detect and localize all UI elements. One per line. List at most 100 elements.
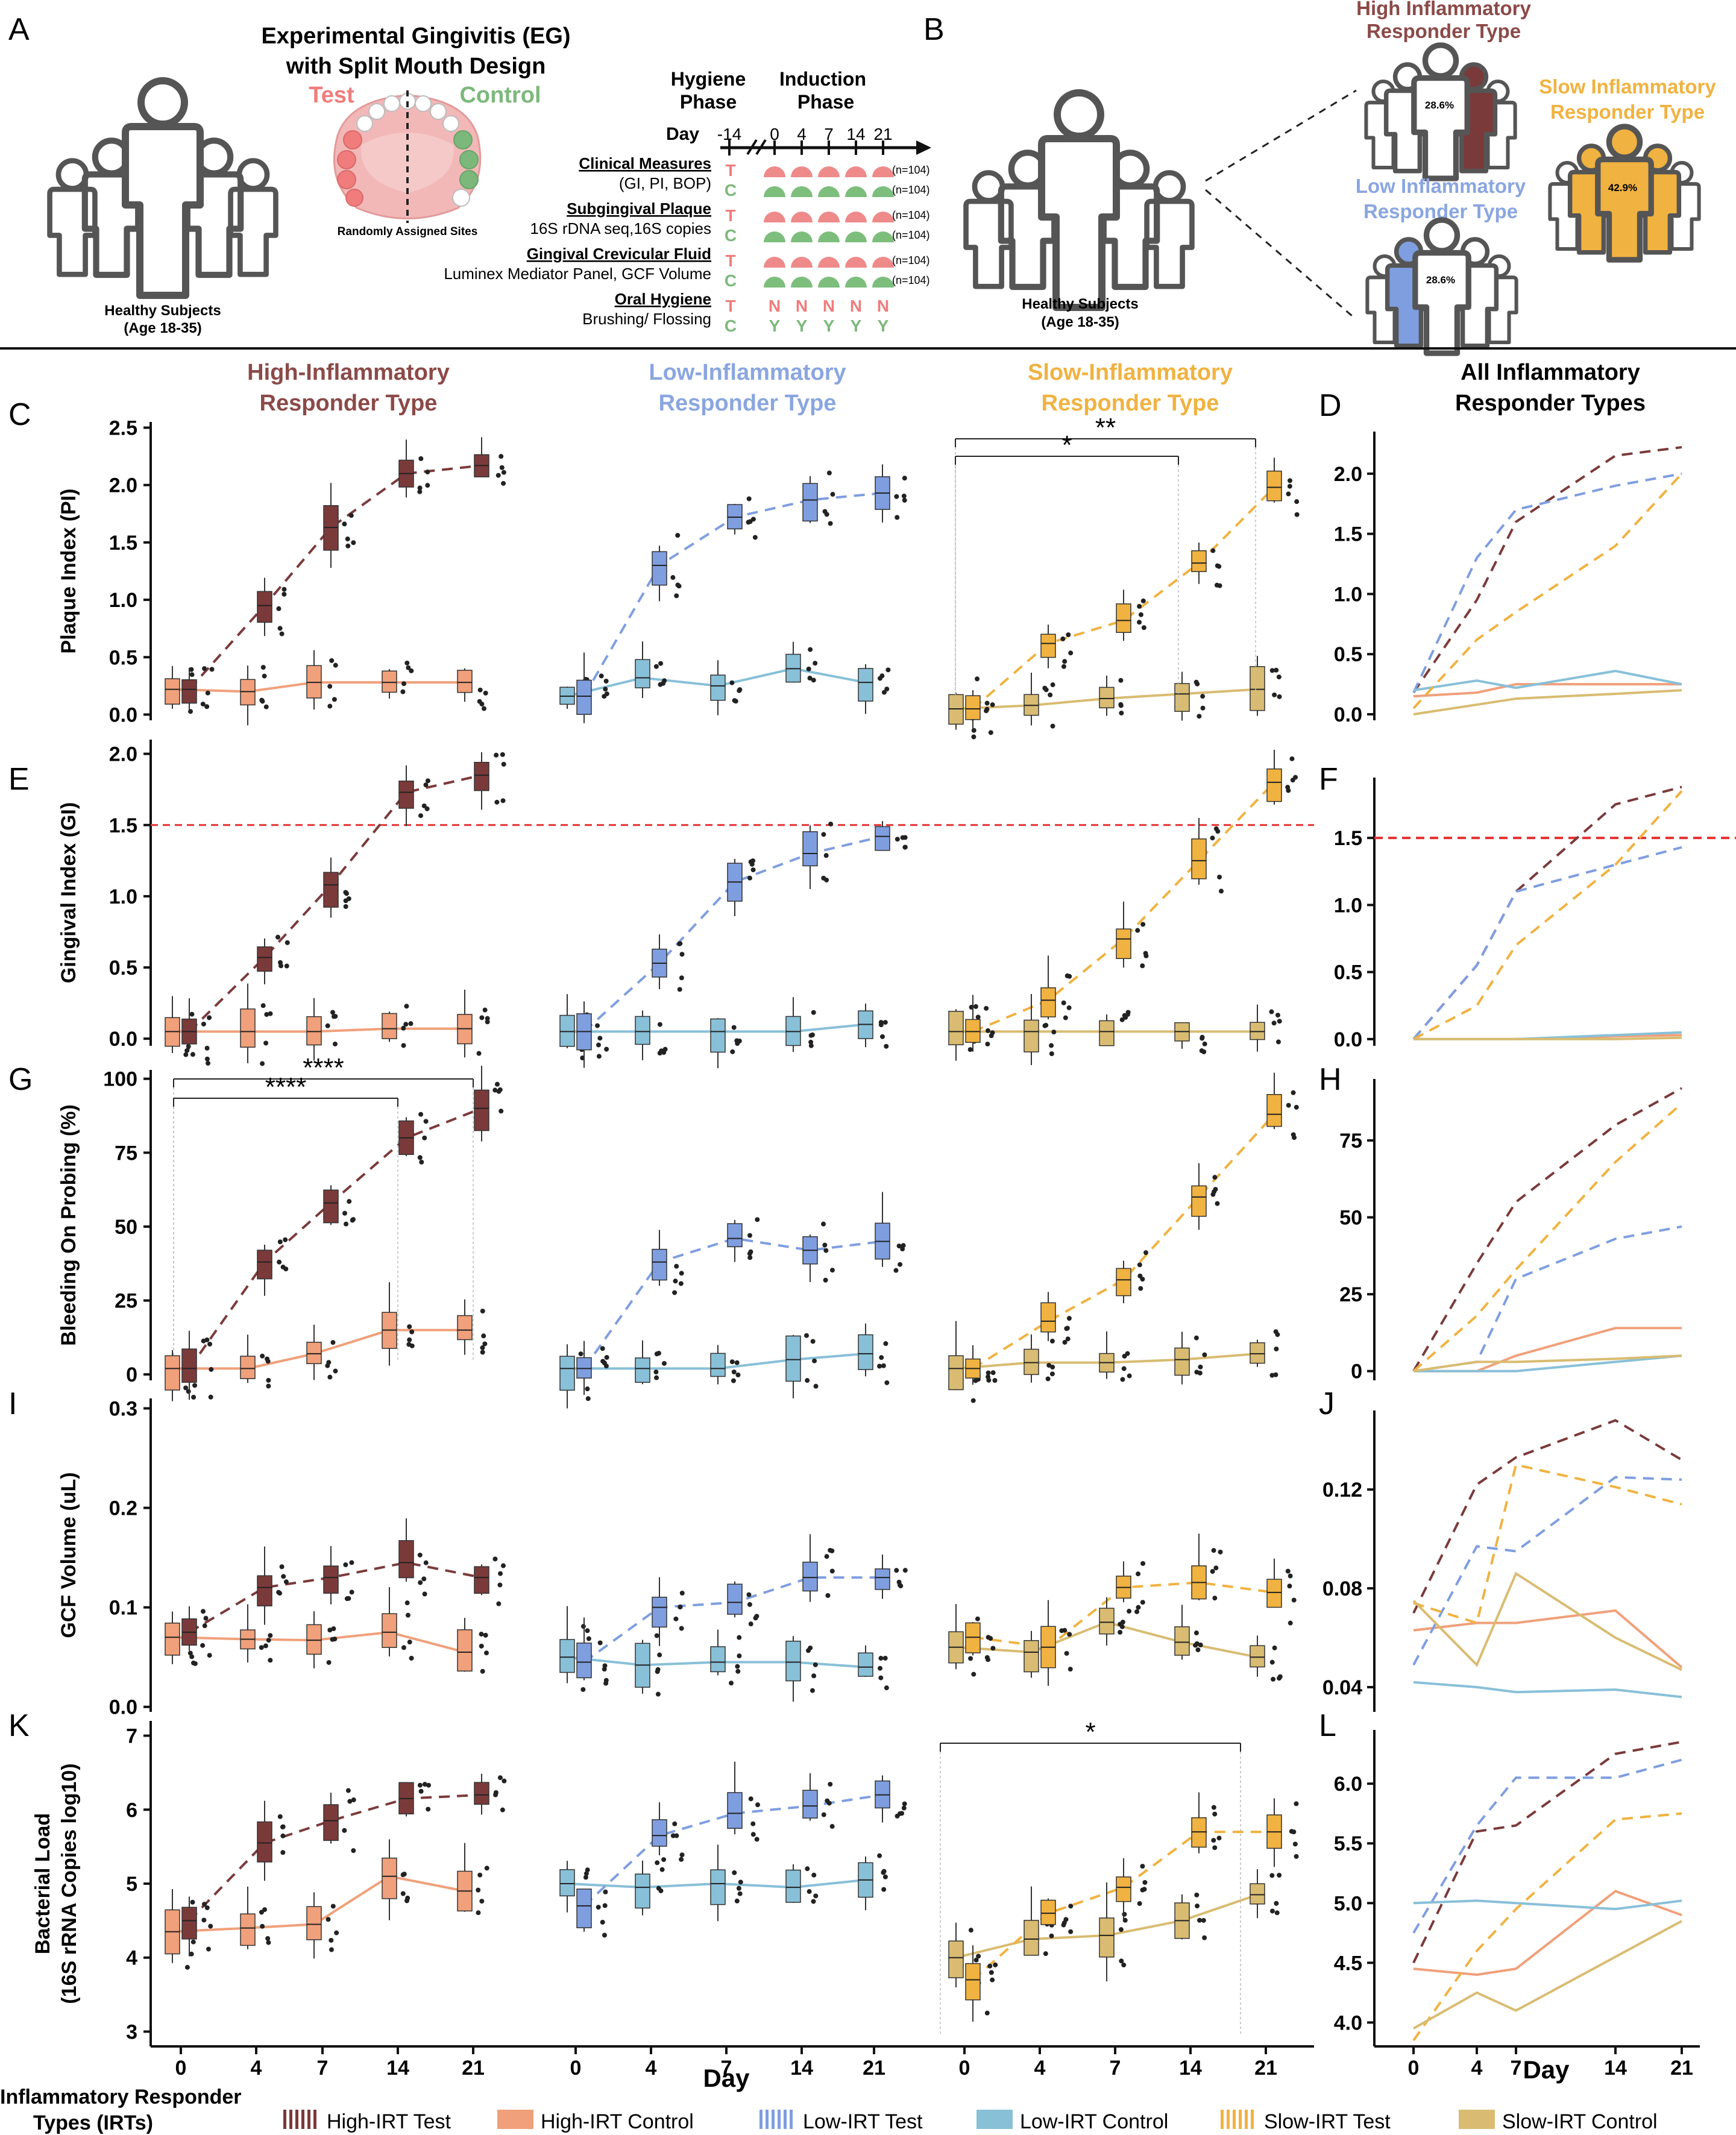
series-line-low-irt-control — [1413, 670, 1682, 692]
test-box — [1266, 1579, 1282, 1608]
data-point — [406, 665, 411, 670]
data-point — [1269, 1372, 1275, 1378]
test-box — [1116, 1876, 1131, 1902]
data-point — [578, 1351, 583, 1357]
control-box — [559, 1356, 575, 1391]
data-point — [266, 1383, 271, 1389]
data-point — [186, 1044, 191, 1049]
chart-GI: 0.0 0.5 1.0 1.5 2.0 Gingival Index (GI) — [57, 740, 1314, 1069]
healthy-age-b: (Age 18-35) — [1041, 314, 1119, 330]
col-title-low-1: Low-Inflammatory — [649, 360, 846, 385]
data-point — [679, 975, 684, 981]
test-box — [398, 1540, 414, 1579]
data-point — [400, 689, 406, 694]
x-tick-label: 4 — [251, 2057, 262, 2080]
data-point — [1064, 1650, 1069, 1656]
data-point — [332, 1637, 338, 1642]
legend-swatch-control — [976, 2110, 1013, 2129]
control-box — [1099, 1020, 1115, 1046]
control-semicircle — [845, 231, 867, 242]
data-point — [1198, 1364, 1203, 1369]
data-point — [675, 533, 681, 538]
data-point — [327, 684, 333, 689]
data-point — [333, 1368, 338, 1374]
panel-letter-l: L — [1319, 1708, 1336, 1743]
data-point — [1213, 1565, 1219, 1571]
data-point — [1272, 692, 1277, 697]
sig-label: **** — [303, 1053, 344, 1083]
data-point — [400, 1872, 406, 1878]
data-point — [971, 1671, 976, 1677]
data-point — [479, 1899, 485, 1904]
data-point — [1195, 1904, 1200, 1909]
data-point — [345, 543, 351, 549]
data-point — [735, 1668, 741, 1674]
y-tick-label: 6.0 — [1334, 1773, 1362, 1796]
legend-swatch-test — [784, 2110, 787, 2129]
data-point — [281, 591, 287, 597]
oral-control-flag: Y — [851, 316, 862, 335]
y-tick-label: 0 — [126, 1363, 137, 1386]
data-point — [483, 1632, 488, 1638]
data-point — [734, 1898, 740, 1904]
data-point — [208, 1923, 213, 1929]
data-point — [425, 483, 430, 488]
legend-swatch-control — [497, 2110, 533, 2129]
protocol-row-sub: 16S rDNA seq,16S copies — [530, 219, 711, 237]
data-point — [824, 877, 829, 882]
data-point — [1274, 1910, 1280, 1916]
data-point — [1065, 973, 1070, 978]
data-point — [1138, 1286, 1143, 1291]
data-point — [482, 1007, 488, 1013]
test-semicircle — [818, 257, 840, 268]
data-point — [599, 673, 604, 679]
data-point — [1212, 1845, 1218, 1850]
legend-item-label: High-IRT Control — [541, 2110, 694, 2133]
test-semicircle — [791, 257, 813, 268]
data-point — [595, 1023, 600, 1028]
data-point — [190, 1899, 195, 1905]
control-box — [710, 674, 726, 701]
data-point — [191, 1395, 197, 1400]
data-point — [604, 1046, 609, 1052]
data-point — [737, 1891, 743, 1896]
data-point — [260, 665, 266, 670]
split-dashed-lines — [1205, 89, 1357, 321]
data-point — [1277, 1873, 1282, 1878]
n-label: (n=104) — [892, 209, 930, 221]
data-point — [805, 1648, 811, 1653]
data-point — [476, 1051, 482, 1056]
control-box — [559, 1869, 575, 1897]
data-point — [653, 664, 659, 669]
data-point — [485, 1016, 490, 1021]
y-tick-label: 6 — [126, 1799, 137, 1822]
y-tick-label: 5.0 — [1334, 1892, 1362, 1915]
test-semicircle — [845, 166, 867, 177]
data-point — [1063, 1015, 1068, 1020]
data-point — [828, 521, 833, 526]
data-point — [498, 454, 504, 459]
high-responder-group-icon — [1364, 42, 1517, 181]
data-point — [754, 1614, 760, 1619]
legend-swatch-test — [301, 2110, 304, 2129]
data-point — [902, 476, 907, 481]
data-point — [1065, 1336, 1071, 1342]
data-point — [332, 697, 337, 702]
data-point — [283, 1579, 289, 1585]
data-point — [401, 1645, 406, 1650]
data-point — [879, 1355, 884, 1360]
data-point — [1068, 1929, 1074, 1934]
legend-swatch-test — [1245, 2110, 1248, 2129]
test-box — [727, 1792, 743, 1829]
data-point — [882, 1655, 888, 1661]
panel-letter-j: J — [1319, 1386, 1335, 1421]
x-tick-label: 4 — [646, 2057, 657, 2080]
y-tick-label: 0.0 — [1334, 703, 1362, 726]
data-point — [968, 1656, 973, 1661]
control-box — [1174, 1626, 1190, 1656]
data-point — [263, 1643, 268, 1649]
y-tick-label: 0.0 — [109, 1028, 137, 1051]
data-point — [1045, 1376, 1051, 1382]
data-point — [752, 535, 758, 540]
data-point — [826, 1800, 832, 1806]
